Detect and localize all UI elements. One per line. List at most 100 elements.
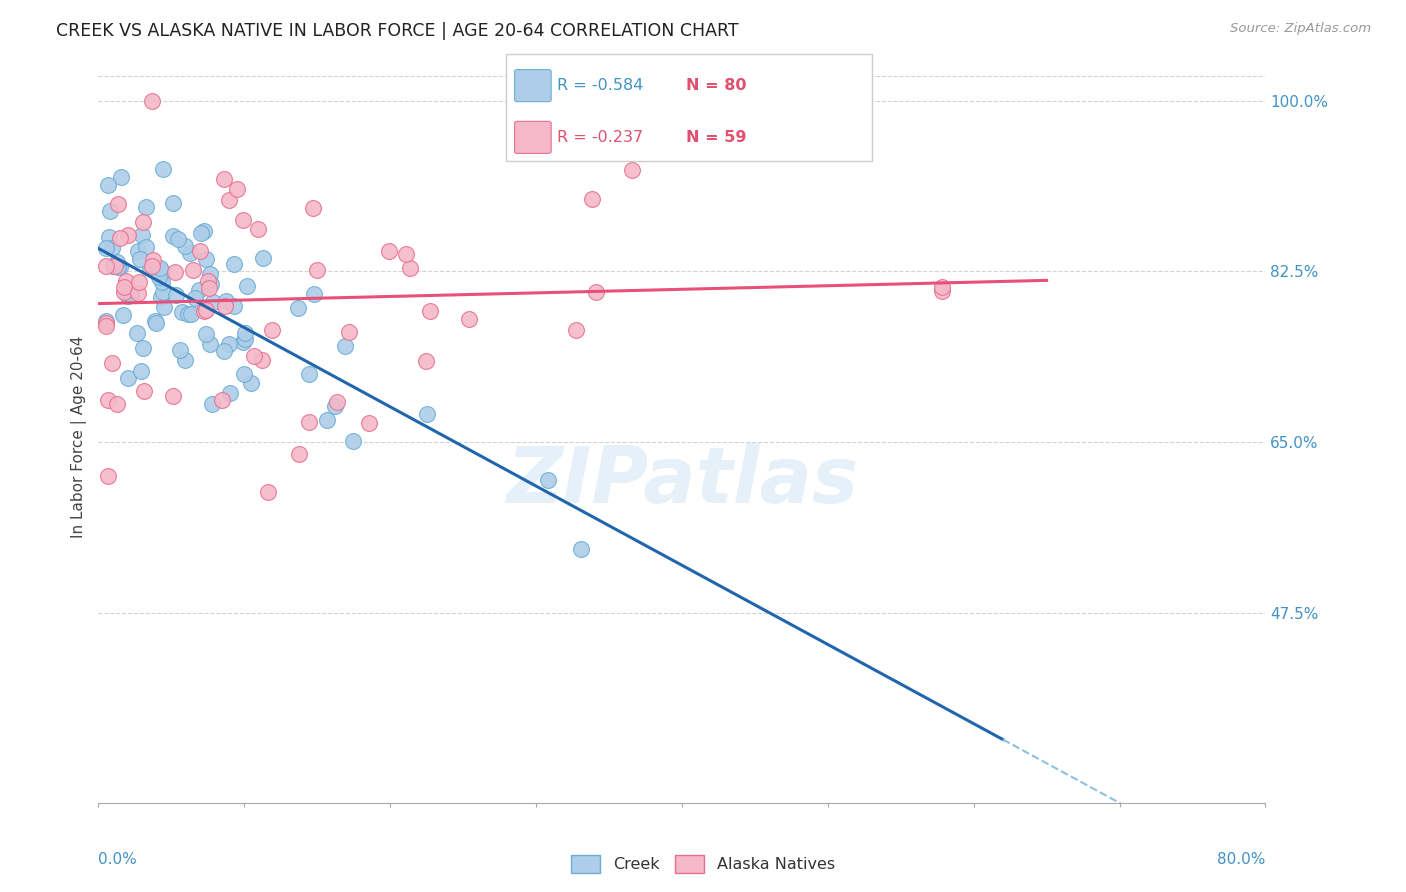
- Point: [218, 193, 240, 207]
- Point: [97, 178, 120, 192]
- Point: [458, 312, 481, 326]
- Point: [152, 285, 174, 300]
- Point: [104, 259, 127, 273]
- Text: CREEK VS ALASKA NATIVE IN LABOR FORCE | AGE 20-64 CORRELATION CHART: CREEK VS ALASKA NATIVE IN LABOR FORCE | …: [56, 22, 740, 40]
- Point: [143, 314, 166, 328]
- Point: [215, 293, 238, 308]
- Point: [419, 304, 441, 318]
- Point: [134, 384, 156, 398]
- Point: [94, 259, 117, 273]
- Point: [581, 192, 603, 206]
- Point: [138, 261, 160, 276]
- Point: [112, 285, 135, 300]
- Point: [179, 245, 201, 260]
- Point: [165, 264, 187, 278]
- Point: [297, 367, 319, 381]
- Point: [232, 334, 254, 349]
- Point: [333, 339, 356, 353]
- Y-axis label: In Labor Force | Age 20-64: In Labor Force | Age 20-64: [72, 336, 87, 538]
- Text: R = -0.584: R = -0.584: [557, 78, 643, 93]
- Text: Source: ZipAtlas.com: Source: ZipAtlas.com: [1230, 22, 1371, 36]
- Legend: Creek, Alaska Natives: Creek, Alaska Natives: [565, 848, 841, 880]
- Point: [246, 222, 269, 236]
- Point: [931, 280, 953, 294]
- Point: [194, 252, 217, 267]
- Point: [165, 288, 187, 302]
- Point: [101, 241, 124, 255]
- Point: [620, 163, 643, 178]
- Point: [222, 299, 245, 313]
- Point: [307, 262, 329, 277]
- Point: [236, 279, 259, 293]
- Point: [142, 253, 165, 268]
- Point: [150, 264, 173, 278]
- Point: [337, 325, 360, 339]
- Point: [94, 319, 117, 334]
- Point: [297, 415, 319, 429]
- Point: [239, 376, 262, 390]
- Point: [288, 447, 311, 461]
- Point: [149, 260, 172, 275]
- Point: [107, 260, 129, 275]
- Point: [395, 247, 418, 261]
- Point: [97, 393, 120, 408]
- Point: [233, 332, 256, 346]
- Point: [152, 161, 174, 176]
- Point: [931, 284, 953, 298]
- Point: [190, 227, 212, 241]
- Point: [150, 276, 173, 290]
- Point: [242, 350, 264, 364]
- Point: [173, 238, 195, 252]
- Point: [193, 304, 215, 318]
- Point: [537, 474, 560, 488]
- Point: [585, 285, 607, 299]
- Point: [232, 212, 254, 227]
- Point: [162, 389, 184, 403]
- Point: [135, 239, 157, 253]
- Point: [212, 171, 235, 186]
- Text: N = 80: N = 80: [686, 78, 747, 93]
- Point: [326, 395, 349, 409]
- Point: [145, 317, 167, 331]
- Point: [117, 227, 139, 242]
- Point: [120, 288, 142, 302]
- Point: [141, 94, 163, 108]
- Point: [101, 356, 124, 370]
- Point: [260, 323, 283, 337]
- Text: 80.0%: 80.0%: [1218, 852, 1265, 866]
- Point: [94, 241, 117, 255]
- Point: [415, 354, 437, 368]
- Point: [565, 323, 588, 337]
- Point: [342, 434, 364, 449]
- Point: [170, 305, 193, 319]
- Point: [193, 224, 215, 238]
- Point: [105, 254, 128, 268]
- Point: [197, 274, 219, 288]
- Point: [177, 307, 200, 321]
- Point: [111, 308, 134, 322]
- Point: [211, 393, 233, 408]
- Point: [184, 291, 207, 305]
- Point: [302, 287, 325, 301]
- Point: [132, 341, 155, 355]
- Point: [150, 290, 173, 304]
- Point: [214, 299, 236, 313]
- Text: ZIPatlas: ZIPatlas: [506, 443, 858, 519]
- Point: [201, 397, 224, 411]
- Point: [195, 327, 218, 342]
- Point: [214, 344, 236, 359]
- Point: [325, 399, 347, 413]
- Point: [94, 316, 117, 330]
- Point: [378, 244, 401, 258]
- Point: [131, 228, 153, 243]
- Point: [198, 267, 221, 281]
- Point: [162, 229, 184, 244]
- Point: [187, 283, 209, 297]
- Point: [302, 201, 325, 215]
- Point: [128, 275, 150, 289]
- Point: [129, 364, 152, 378]
- Point: [233, 368, 256, 382]
- Point: [135, 200, 157, 214]
- Point: [98, 204, 121, 219]
- Point: [399, 261, 422, 276]
